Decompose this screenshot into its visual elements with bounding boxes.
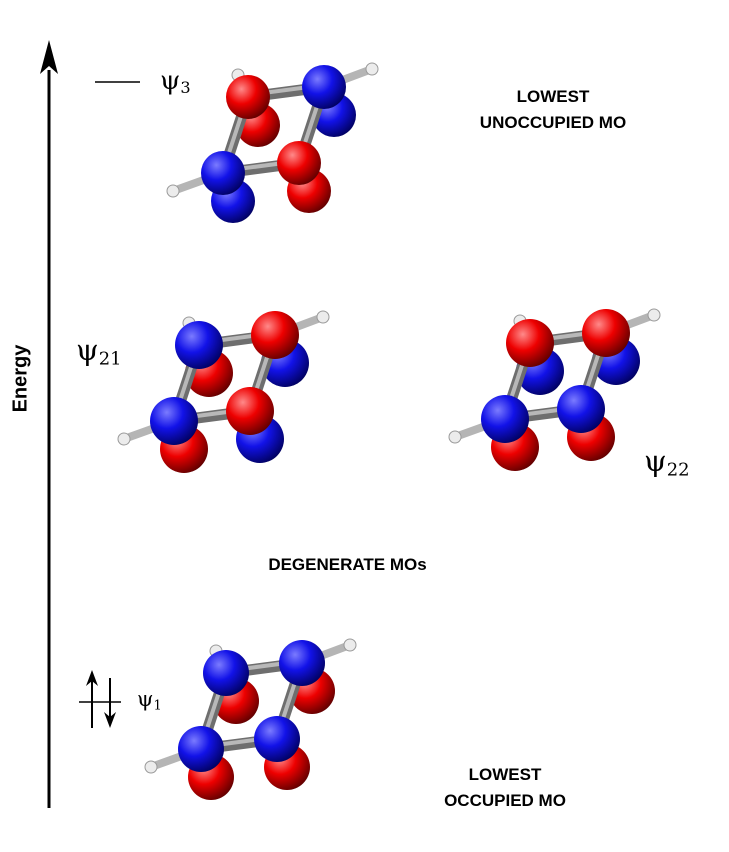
hydrogen-atom — [144, 760, 158, 774]
p-orbital-lobe-upper — [150, 397, 198, 445]
p-orbital-lobe-upper — [226, 75, 270, 119]
hydrogen-atom — [343, 638, 357, 652]
electron-pair — [79, 670, 121, 728]
degenerate-caption: DEGENERATE MOs — [268, 555, 427, 574]
psi1-orbital — [144, 638, 357, 800]
hydrogen-atom — [647, 308, 661, 322]
hydrogen-atom — [117, 432, 131, 446]
lomo-caption: LOWEST OCCUPIED MO — [390, 762, 620, 814]
p-orbital-lobe-upper — [279, 640, 325, 686]
p-orbital-lobe-upper — [254, 716, 300, 762]
lomo-caption-line1: LOWEST — [468, 765, 542, 784]
p-orbital-lobe-upper — [481, 395, 529, 443]
p-orbital-lobe-upper — [302, 65, 346, 109]
lumo-caption-line2: UNOCCUPIED MO — [479, 113, 627, 132]
p-orbital-lobe-upper — [251, 311, 299, 359]
spin-up-arrow — [86, 670, 98, 728]
spin-down-arrow — [104, 678, 116, 728]
p-orbital-lobe-upper — [201, 151, 245, 195]
psi22-orbital — [448, 308, 661, 471]
psi3-orbital — [166, 62, 379, 223]
hydrogen-atom — [448, 430, 462, 444]
p-orbital-lobe-upper — [506, 319, 554, 367]
p-orbital-lobe-upper — [557, 385, 605, 433]
p-orbital-lobe-upper — [178, 726, 224, 772]
psi21-orbital — [117, 310, 330, 473]
psi3-label: ψ3 — [160, 66, 191, 98]
p-orbital-lobe-upper — [175, 321, 223, 369]
hydrogen-atom — [316, 310, 330, 324]
lumo-caption: LOWEST UNOCCUPIED MO — [400, 84, 706, 136]
energy-axis-label: Energy — [9, 344, 32, 413]
p-orbital-lobe-upper — [582, 309, 630, 357]
psi22-label: ψ22 — [644, 444, 690, 481]
hydrogen-atom — [365, 62, 379, 76]
psi1-label: ψ1 — [137, 687, 162, 714]
hydrogen-atom — [166, 184, 180, 198]
p-orbital-lobe-upper — [203, 650, 249, 696]
energy-axis-arrowhead — [40, 40, 58, 74]
lomo-caption-line2: OCCUPIED MO — [444, 791, 566, 810]
p-orbital-lobe-upper — [226, 387, 274, 435]
lumo-caption-line1: LOWEST — [516, 87, 590, 106]
psi21-label: ψ21 — [76, 333, 122, 370]
p-orbital-lobe-upper — [277, 141, 321, 185]
